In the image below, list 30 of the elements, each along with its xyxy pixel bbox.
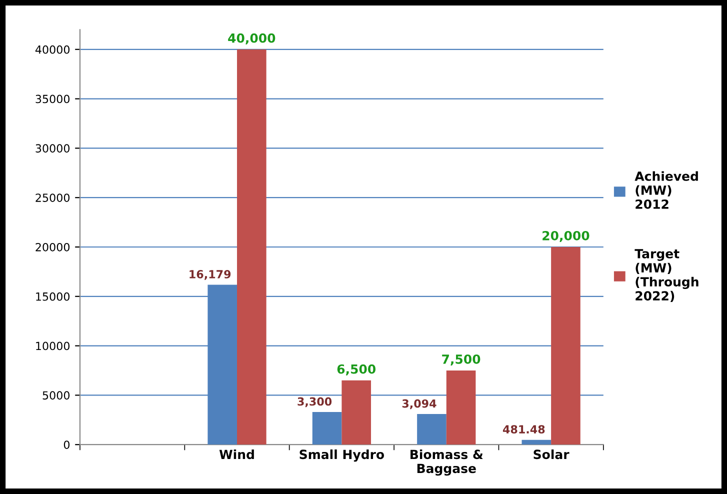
x-tick-label: Wind (219, 449, 254, 460)
x-tick-label: Solar (534, 449, 570, 460)
y-tick-label: 30000 (36, 144, 70, 153)
x-tick-label: Biomass & Baggase (410, 449, 483, 476)
data-label: 481.48 (502, 425, 545, 434)
data-label: 20,000 (542, 230, 590, 242)
data-label: 7,500 (442, 354, 480, 366)
data-label: 6,500 (337, 364, 376, 376)
bar (522, 440, 552, 445)
y-tick-label: 0 (64, 440, 70, 449)
data-label: 16,179 (190, 270, 231, 280)
bar (446, 370, 476, 445)
y-tick-label: 35000 (36, 94, 70, 104)
bar (312, 412, 342, 445)
y-tick-label: 25000 (36, 194, 70, 202)
bar (237, 49, 266, 445)
y-tick-label: 20000 (36, 242, 70, 252)
y-tick-label: 40000 (35, 45, 70, 54)
y-tick-label: 5000 (42, 391, 70, 400)
legend-label: Achieved (MW) 2012 (634, 171, 698, 209)
y-tick-label: 15000 (36, 292, 70, 301)
bar (417, 414, 446, 445)
bar (551, 247, 580, 445)
data-label: 3,300 (298, 397, 332, 408)
y-tick-label: 10000 (36, 342, 70, 350)
x-tick-label: Small Hydro (300, 449, 384, 462)
data-label: 3,094 (402, 399, 436, 410)
bar (342, 380, 372, 445)
legend-label: Target (MW) (Through 2022) (634, 249, 698, 302)
data-label: 40,000 (228, 33, 276, 44)
